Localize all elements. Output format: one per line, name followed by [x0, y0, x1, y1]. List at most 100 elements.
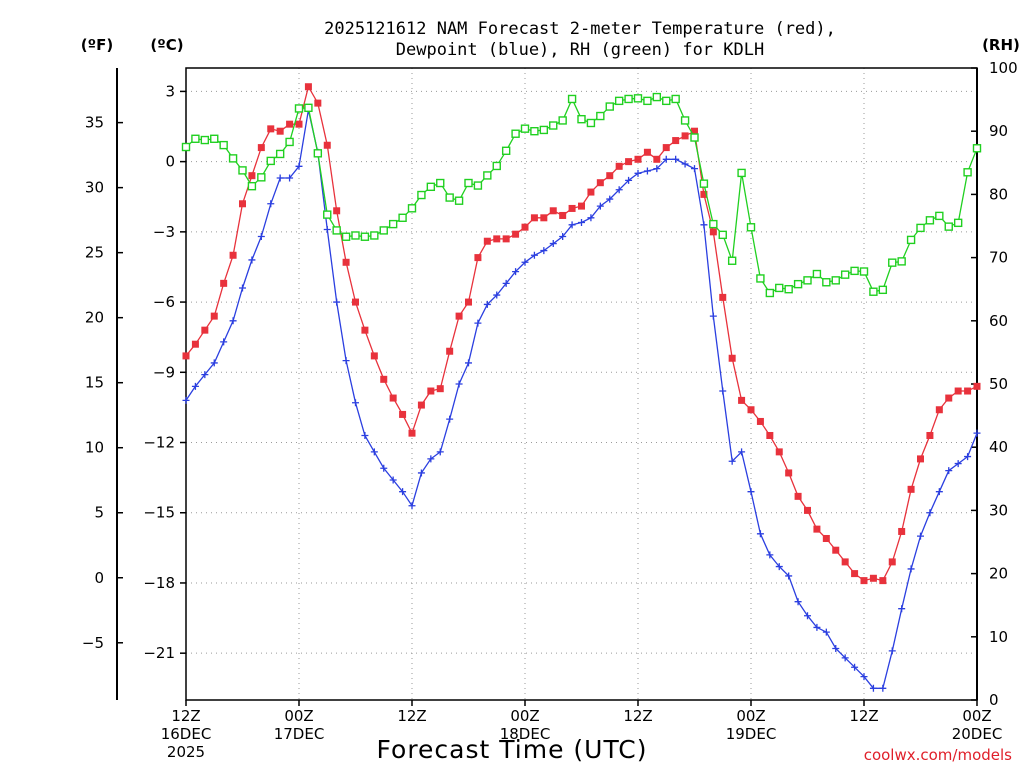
- data-point: [559, 211, 567, 219]
- data-point: [672, 137, 680, 145]
- data-point: [540, 247, 548, 255]
- data-point: [586, 118, 596, 128]
- data-point: [690, 133, 699, 142]
- data-point: [963, 168, 972, 177]
- x-tick-label: 00Z: [510, 707, 539, 725]
- data-point: [380, 464, 388, 472]
- y-tick-label-fahrenheit: 10: [85, 439, 104, 457]
- data-point: [596, 202, 604, 210]
- y-tick-label-celsius: −21: [143, 644, 175, 662]
- x-tick-label: 2025: [167, 743, 205, 761]
- data-point: [267, 200, 275, 208]
- data-point: [201, 371, 209, 379]
- data-point: [888, 558, 896, 566]
- data-point: [342, 258, 350, 266]
- data-point: [474, 254, 482, 262]
- x-tick-label: 18DEC: [500, 725, 551, 743]
- data-point: [540, 214, 548, 222]
- data-point: [257, 233, 265, 241]
- y-tick-label-fahrenheit: 35: [85, 114, 104, 132]
- data-point: [709, 228, 717, 236]
- data-point: [201, 326, 209, 334]
- y-tick-label-rh: 20: [989, 565, 1008, 583]
- data-point: [286, 120, 294, 128]
- data-point: [766, 551, 774, 559]
- data-point: [935, 406, 943, 414]
- data-point: [841, 654, 849, 662]
- data-point: [727, 256, 737, 265]
- data-point: [446, 347, 454, 355]
- data-point: [832, 645, 840, 653]
- data-point: [361, 326, 369, 334]
- series-line: [185, 96, 978, 294]
- data-point: [917, 455, 924, 463]
- data-point: [436, 178, 445, 188]
- data-point: [436, 385, 444, 393]
- x-tick-label: 12Z: [171, 707, 200, 725]
- data-point: [972, 144, 982, 153]
- data-point: [878, 285, 888, 295]
- y-tick-label-celsius: −18: [143, 574, 175, 592]
- celsius-axis: 3 0 −3 −6 −9 −12 −15 −18 −21: [143, 82, 186, 662]
- data-point: [738, 448, 746, 456]
- data-point: [473, 181, 483, 190]
- data-point: [464, 178, 473, 188]
- data-point: [719, 387, 727, 395]
- data-point: [681, 160, 689, 168]
- chart-title-line1: 2025121612 NAM Forecast 2-meter Temperat…: [324, 19, 836, 39]
- data-point: [785, 572, 793, 580]
- data-point: [671, 94, 680, 104]
- data-point: [794, 598, 802, 606]
- y-tick-label-rh: 90: [989, 122, 1008, 140]
- data-point: [446, 415, 454, 423]
- data-point: [615, 186, 623, 194]
- y-tick-label-celsius: −6: [153, 293, 175, 311]
- credit-link[interactable]: coolwx.com/models: [864, 746, 1012, 764]
- unit-label-celsius: (ºC): [150, 36, 183, 54]
- data-point: [925, 216, 935, 225]
- data-point: [549, 207, 557, 215]
- data-point: [653, 165, 661, 173]
- data-point: [850, 266, 859, 276]
- y-tick-label-celsius: −15: [143, 504, 175, 522]
- data-point: [756, 417, 764, 425]
- data-point: [605, 102, 614, 111]
- data-point: [323, 141, 331, 149]
- data-point: [596, 179, 604, 187]
- data-point: [520, 124, 530, 133]
- data-point: [426, 182, 436, 192]
- data-point: [248, 256, 256, 264]
- data-point: [191, 340, 199, 348]
- data-point: [794, 492, 802, 500]
- data-point: [964, 453, 972, 461]
- data-point: [220, 279, 228, 287]
- data-point: [756, 274, 765, 283]
- y-tick-label-rh: 40: [989, 438, 1008, 456]
- data-point: [747, 488, 755, 496]
- data-point: [765, 288, 775, 298]
- data-point: [728, 354, 736, 362]
- data-point: [812, 269, 822, 279]
- data-point: [643, 167, 651, 175]
- data-point: [804, 506, 811, 514]
- data-point: [587, 188, 595, 196]
- y-tick-label-rh: 0: [989, 691, 999, 709]
- data-point: [238, 166, 247, 175]
- data-point: [427, 455, 435, 463]
- data-point: [728, 457, 736, 465]
- data-point: [399, 410, 407, 418]
- data-point: [266, 156, 275, 166]
- data-point: [945, 394, 953, 402]
- data-point: [916, 223, 925, 233]
- x-tick-label: 19DEC: [726, 725, 777, 743]
- x-tick-label: 00Z: [736, 707, 765, 725]
- y-tick-label-rh: 100: [989, 59, 1018, 77]
- data-point: [352, 298, 359, 306]
- data-point: [323, 210, 332, 219]
- data-point: [624, 94, 633, 104]
- y-tick-label-celsius: 0: [165, 153, 175, 171]
- data-point: [587, 214, 595, 222]
- data-point: [389, 394, 397, 402]
